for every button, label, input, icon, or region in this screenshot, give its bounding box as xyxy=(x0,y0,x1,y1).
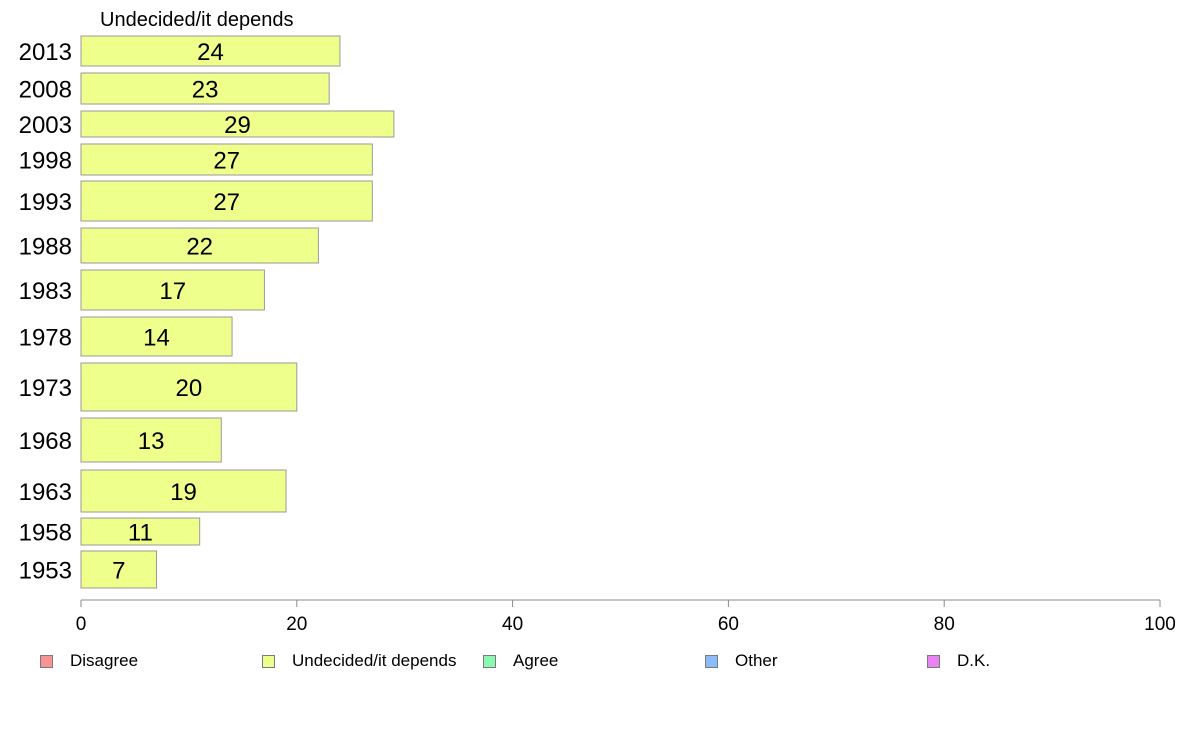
x-axis: 0 20 40 60 80 100 xyxy=(76,599,1176,635)
x-tick-label-100: 100 xyxy=(1144,614,1176,635)
bar-2013 xyxy=(80,35,341,67)
y-tick-label-1993: 1993 xyxy=(19,189,72,216)
bar-1963 xyxy=(80,469,287,513)
bar-value-label-1953: 7 xyxy=(112,558,125,585)
bar-value-label-2008: 23 xyxy=(192,77,219,104)
legend-swatch-agree xyxy=(483,654,496,668)
y-tick-label-1963: 1963 xyxy=(19,479,72,506)
bar-value-label-2003: 29 xyxy=(224,112,251,139)
bar-value-label-2013: 24 xyxy=(197,39,224,66)
y-tick-label-1978: 1978 xyxy=(19,325,72,352)
legend-swatch-disagree xyxy=(40,654,53,668)
bar-value-label-1973: 20 xyxy=(176,375,203,402)
bar-value-label-1978: 14 xyxy=(143,325,170,352)
bar-1988 xyxy=(80,227,319,264)
legend-item-disagree: Disagree xyxy=(40,651,138,671)
y-tick-label-2008: 2008 xyxy=(19,77,72,104)
y-tick-label-1983: 1983 xyxy=(19,278,72,305)
legend-label-other: Other xyxy=(735,651,778,670)
legend-item-agree: Agree xyxy=(483,651,558,671)
bar-1973 xyxy=(80,362,298,412)
y-tick-label-1953: 1953 xyxy=(19,558,72,585)
bar-1983 xyxy=(80,269,265,311)
x-tick-label-60: 60 xyxy=(718,614,739,635)
bar-value-label-1983: 17 xyxy=(159,278,186,305)
legend-item-dk: D.K. xyxy=(927,651,990,671)
y-tick-label-1968: 1968 xyxy=(19,428,72,455)
y-tick-label-2013: 2013 xyxy=(19,39,72,66)
bar-1968 xyxy=(80,417,222,463)
legend-label-disagree: Disagree xyxy=(70,651,139,670)
bar-value-label-1958: 11 xyxy=(128,520,153,547)
x-tick-label-80: 80 xyxy=(934,614,955,635)
legend-item-other: Other xyxy=(705,651,778,671)
bar-1978 xyxy=(80,316,233,357)
y-tick-label-1958: 1958 xyxy=(19,520,72,547)
bar-1958 xyxy=(80,517,201,546)
y-tick-label-2003: 2003 xyxy=(19,112,72,139)
x-tick-label-40: 40 xyxy=(502,614,523,635)
bar-value-label-1968: 13 xyxy=(138,428,165,455)
bar-1953 xyxy=(80,550,158,589)
legend: Disagree Undecided/it depends Agree Othe… xyxy=(0,651,1188,675)
legend-label-undecided: Undecided/it depends xyxy=(292,651,457,670)
legend-label-agree: Agree xyxy=(513,651,559,670)
y-tick-label-1973: 1973 xyxy=(19,375,72,402)
bar-1998 xyxy=(80,143,373,176)
legend-item-undecided: Undecided/it depends xyxy=(262,651,456,671)
panel-title: Undecided/it depends xyxy=(100,9,293,31)
bar-2003 xyxy=(80,110,395,138)
bar-value-label-1998: 27 xyxy=(213,148,240,175)
x-tick-label-20: 20 xyxy=(286,614,307,635)
bar-2008 xyxy=(80,72,330,105)
y-tick-label-1988: 1988 xyxy=(19,234,72,261)
legend-swatch-other xyxy=(705,654,718,668)
bar-1993 xyxy=(80,180,373,222)
x-tick-label-0: 0 xyxy=(76,614,87,635)
legend-label-dk: D.K. xyxy=(957,651,991,670)
bar-value-label-1993: 27 xyxy=(213,189,240,216)
legend-swatch-dk xyxy=(927,654,940,668)
y-tick-label-1998: 1998 xyxy=(19,148,72,175)
bar-value-label-1988: 22 xyxy=(186,234,213,261)
legend-swatch-undecided xyxy=(262,654,275,668)
bar-value-label-1963: 19 xyxy=(170,479,197,506)
